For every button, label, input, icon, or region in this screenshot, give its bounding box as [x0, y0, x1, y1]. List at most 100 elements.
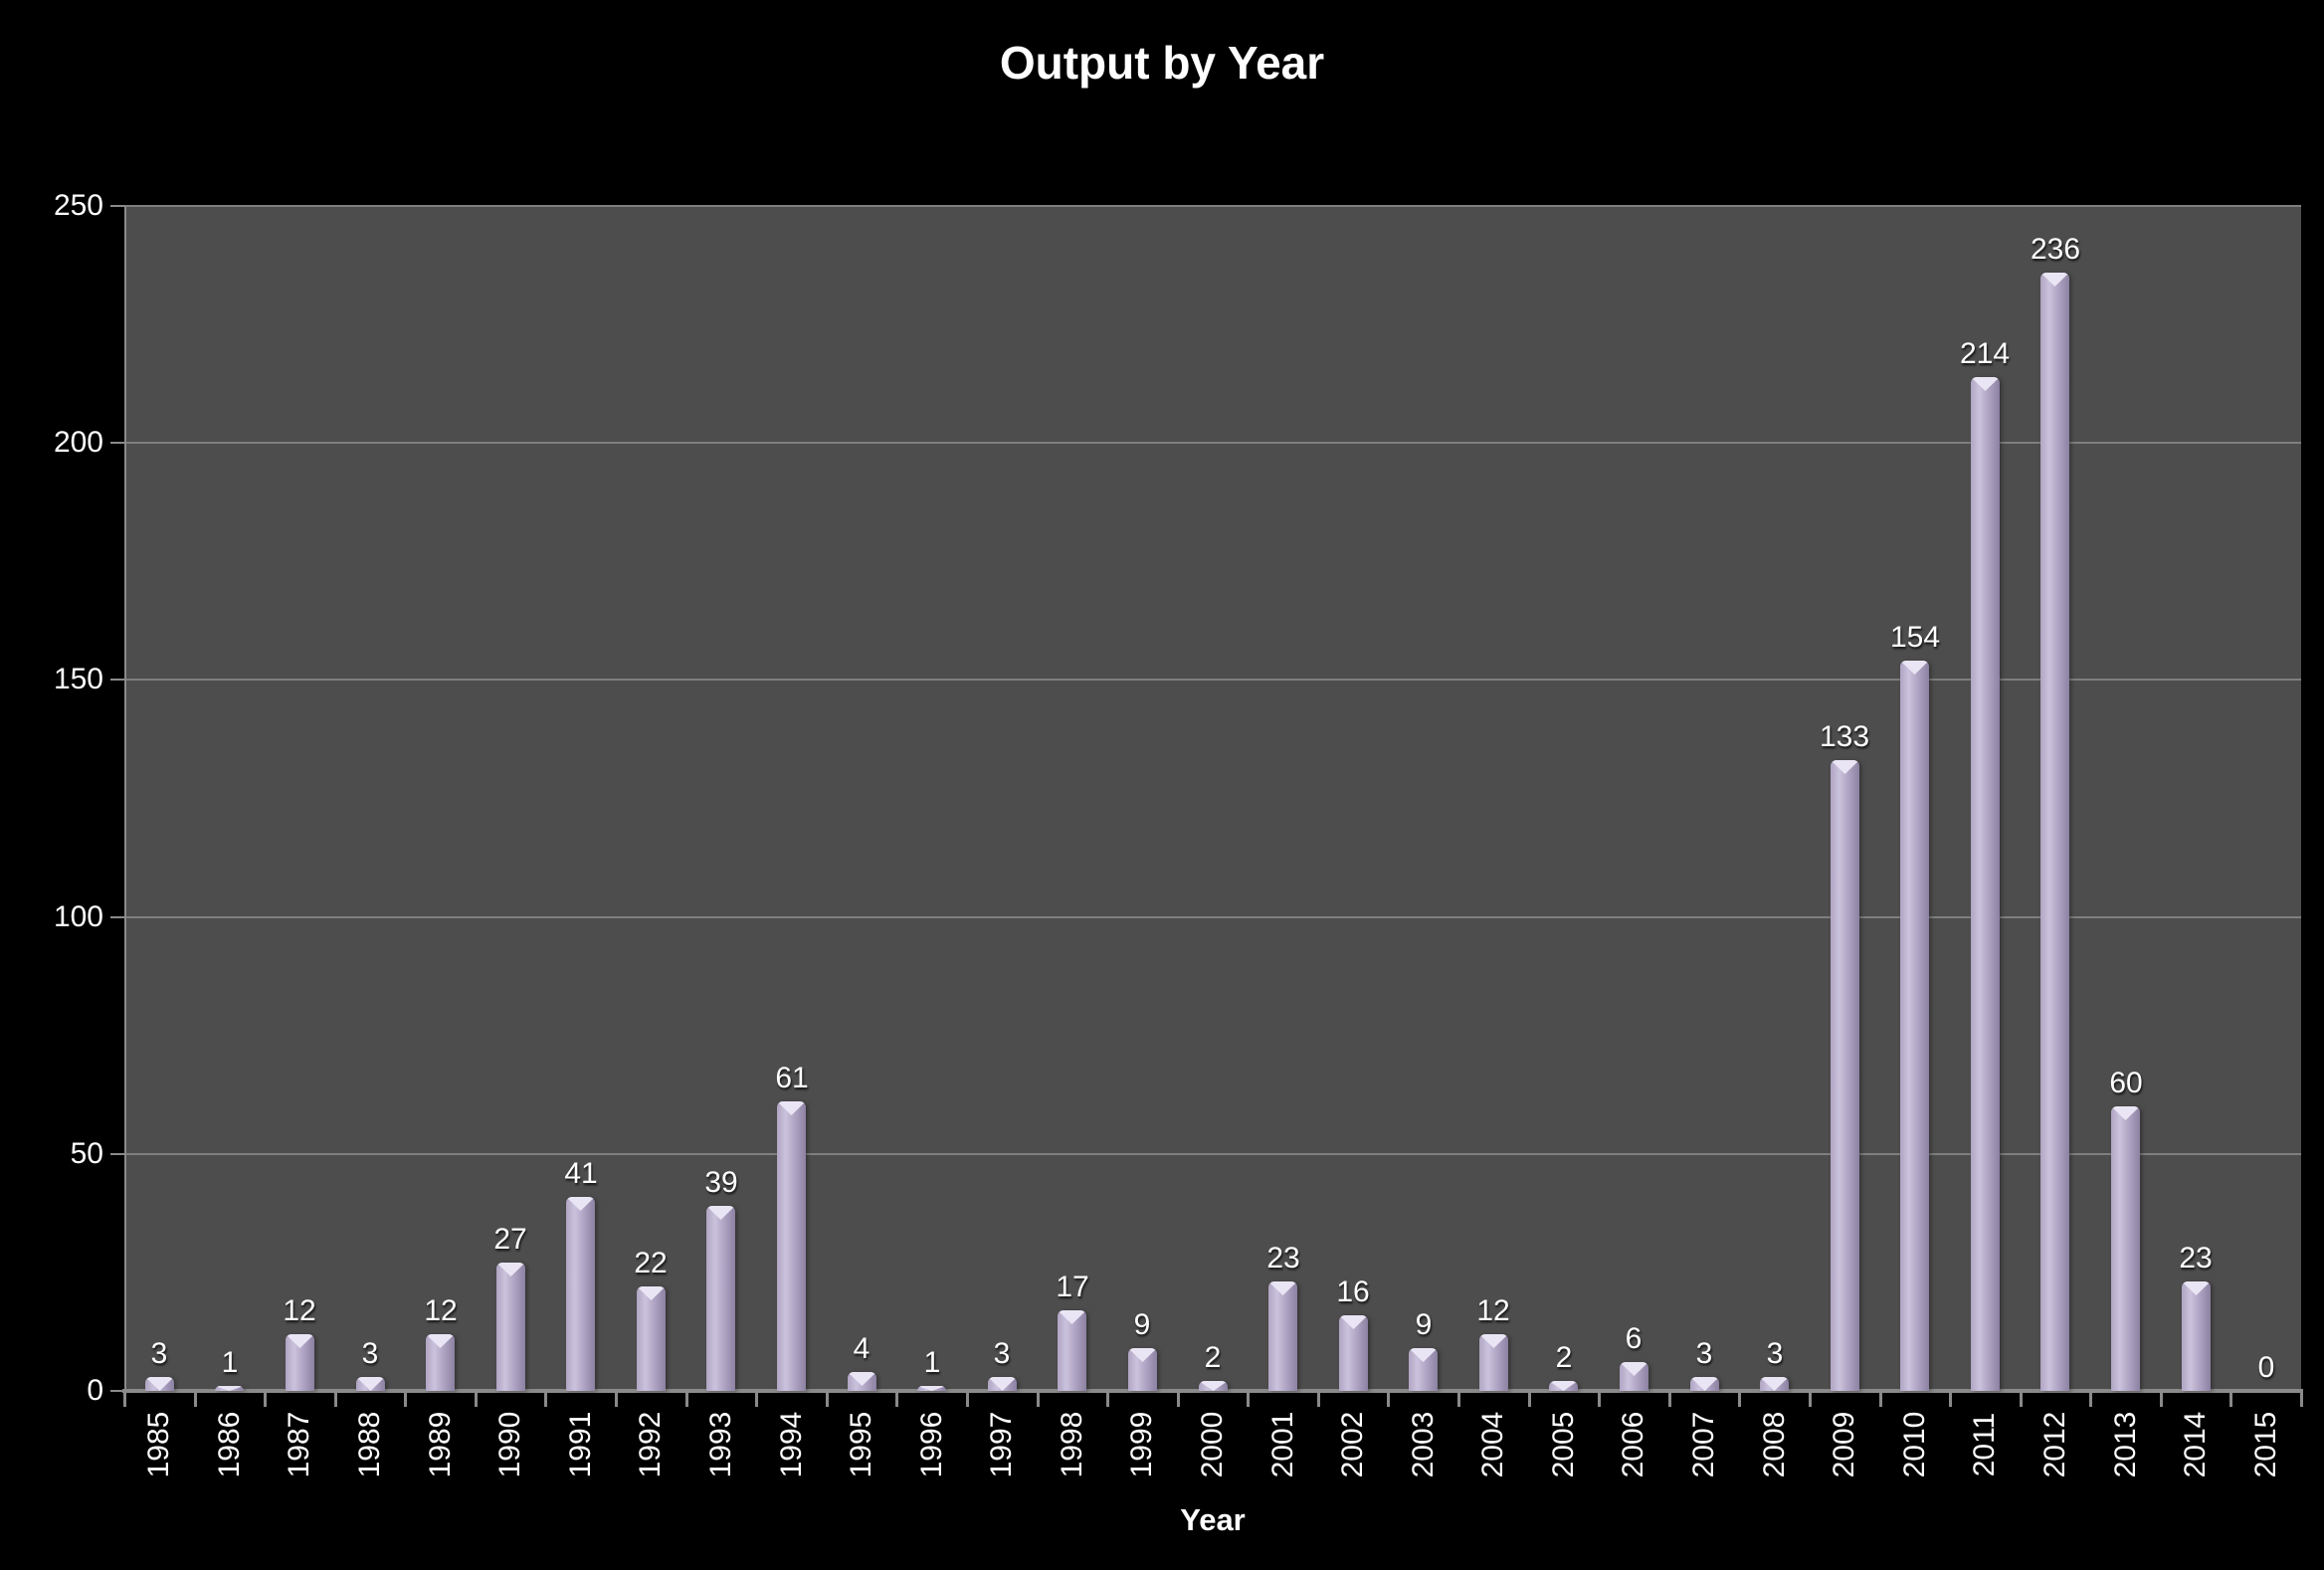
bar [848, 1372, 876, 1391]
x-axis-tick [1809, 1393, 1812, 1407]
bar-value-label: 236 [2030, 233, 2081, 266]
bar [566, 1197, 595, 1391]
bar-value-label: 9 [1415, 1308, 1433, 1341]
x-axis-tick [1037, 1393, 1040, 1407]
x-tick-label: 2013 [2109, 1411, 2142, 1478]
x-axis-tick [755, 1393, 758, 1407]
x-axis-tick [1387, 1393, 1390, 1407]
bar [1479, 1334, 1508, 1391]
gridline [124, 916, 2301, 918]
x-tick-label: 1997 [985, 1411, 1018, 1478]
y-tick-label: 0 [87, 1374, 103, 1407]
x-axis-tick [1177, 1393, 1180, 1407]
x-tick-label: 1995 [845, 1411, 877, 1478]
bar-value-label: 154 [1889, 621, 1941, 654]
bar-value-label: 9 [1133, 1308, 1151, 1341]
x-tick-label: 1990 [493, 1411, 526, 1478]
x-axis-tick [1879, 1393, 1882, 1407]
x-tick-label: 2002 [1336, 1411, 1369, 1478]
bar-value-label: 3 [1766, 1337, 1784, 1370]
x-axis-tick [1247, 1393, 1250, 1407]
y-tick-label: 150 [53, 663, 103, 695]
x-axis-tick [404, 1393, 407, 1407]
bar-value-label: 12 [283, 1294, 316, 1327]
x-tick-label: 2011 [1968, 1412, 2001, 1477]
bar [1058, 1310, 1086, 1391]
x-axis-tick [1528, 1393, 1531, 1407]
bar [1690, 1377, 1719, 1391]
x-axis-tick [826, 1393, 829, 1407]
bar-value-label: 27 [493, 1223, 527, 1256]
x-axis-tick [123, 1393, 126, 1407]
bar-value-label: 133 [1819, 720, 1870, 753]
x-axis-tick [2020, 1393, 2023, 1407]
bar-cap [706, 1206, 735, 1220]
chart-title: Output by Year [999, 37, 1325, 89]
x-axis-tick [615, 1393, 618, 1407]
plot-area [124, 206, 2301, 1391]
bar-cap [2040, 273, 2069, 287]
bar-value-label: 3 [361, 1337, 379, 1370]
x-axis-tick [2160, 1393, 2163, 1407]
x-axis-tick [2089, 1393, 2092, 1407]
bar-value-label: 61 [775, 1062, 809, 1094]
x-axis-tick [544, 1393, 547, 1407]
bar-cap [1199, 1381, 1228, 1391]
x-tick-label: 1994 [775, 1411, 808, 1478]
x-axis-tick [895, 1393, 898, 1407]
x-axis-tick [334, 1393, 337, 1407]
bar [286, 1334, 314, 1391]
bar-value-label: 1 [923, 1346, 941, 1379]
x-tick-label: 2007 [1687, 1411, 1720, 1478]
bar [706, 1206, 735, 1391]
bar-cap [637, 1286, 666, 1300]
bar [637, 1286, 666, 1391]
x-tick-label: 2000 [1196, 1411, 1229, 1478]
bar [1900, 661, 1929, 1391]
bar [2111, 1106, 2140, 1391]
bar-value-label: 23 [1266, 1242, 1300, 1275]
bar-cap [1409, 1348, 1438, 1362]
x-tick-label: 2008 [1758, 1411, 1791, 1478]
bar [1339, 1315, 1368, 1391]
x-axis-tick [2300, 1393, 2303, 1407]
bar-value-label: 2 [1204, 1341, 1222, 1374]
bar [1199, 1381, 1228, 1391]
bar-value-label: 23 [2179, 1242, 2213, 1275]
bar-value-label: 6 [1625, 1322, 1643, 1355]
bar [917, 1386, 946, 1391]
x-tick-label: 1989 [424, 1411, 457, 1478]
x-tick-label: 2001 [1266, 1411, 1299, 1478]
x-axis-tick [194, 1393, 197, 1407]
bar [145, 1377, 174, 1391]
bar [496, 1263, 525, 1391]
bar [1409, 1348, 1438, 1391]
x-tick-label: 2010 [1898, 1411, 1931, 1478]
bar-value-label: 0 [2257, 1351, 2275, 1384]
bar [1620, 1362, 1648, 1391]
bar-value-label: 60 [2109, 1067, 2143, 1099]
x-axis-tick [1457, 1393, 1460, 1407]
bar-cap [426, 1334, 455, 1348]
bar [426, 1334, 455, 1391]
x-tick-label: 1988 [353, 1411, 386, 1478]
x-axis-tick [1598, 1393, 1601, 1407]
bar-value-label: 22 [634, 1247, 668, 1279]
x-axis-tick [966, 1393, 969, 1407]
bar-cap [1971, 377, 2000, 391]
bar-cap [2182, 1281, 2211, 1295]
x-axis-tick [1106, 1393, 1109, 1407]
x-tick-label: 1985 [142, 1411, 175, 1478]
bar-value-label: 3 [150, 1337, 168, 1370]
x-tick-label: 2012 [2038, 1411, 2071, 1478]
bar-value-label: 1 [221, 1346, 239, 1379]
bar [1268, 1281, 1297, 1391]
x-tick-label: 2014 [2179, 1411, 2212, 1478]
bar-cap [1831, 760, 1859, 774]
x-tick-label: 1986 [213, 1411, 246, 1478]
bar [356, 1377, 385, 1391]
x-tick-label: 2005 [1547, 1411, 1580, 1478]
bar-value-label: 12 [1476, 1294, 1510, 1327]
bar-value-label: 2 [1555, 1341, 1573, 1374]
x-axis-tick [2229, 1393, 2232, 1407]
